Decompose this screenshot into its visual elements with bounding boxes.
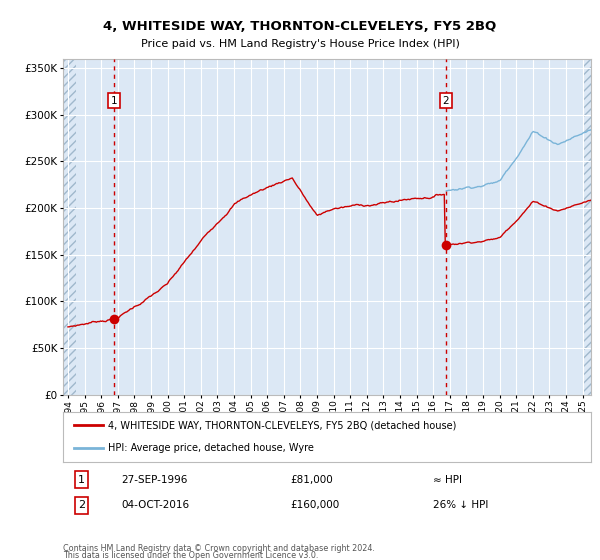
Text: 04-OCT-2016: 04-OCT-2016 bbox=[121, 501, 189, 511]
Bar bbox=[63, 59, 76, 395]
Text: 2: 2 bbox=[442, 96, 449, 106]
Text: 26% ↓ HPI: 26% ↓ HPI bbox=[433, 501, 488, 511]
Text: 1: 1 bbox=[78, 474, 85, 484]
Bar bbox=[583, 59, 591, 395]
Text: ≈ HPI: ≈ HPI bbox=[433, 474, 461, 484]
Text: £81,000: £81,000 bbox=[290, 474, 333, 484]
Text: HPI: Average price, detached house, Wyre: HPI: Average price, detached house, Wyre bbox=[108, 444, 314, 454]
Text: This data is licensed under the Open Government Licence v3.0.: This data is licensed under the Open Gov… bbox=[63, 551, 319, 560]
Text: 2: 2 bbox=[78, 501, 85, 511]
Text: 4, WHITESIDE WAY, THORNTON-CLEVELEYS, FY5 2BQ (detached house): 4, WHITESIDE WAY, THORNTON-CLEVELEYS, FY… bbox=[108, 420, 456, 430]
Text: £160,000: £160,000 bbox=[290, 501, 339, 511]
Text: 4, WHITESIDE WAY, THORNTON-CLEVELEYS, FY5 2BQ: 4, WHITESIDE WAY, THORNTON-CLEVELEYS, FY… bbox=[103, 20, 497, 32]
Text: 1: 1 bbox=[110, 96, 117, 106]
Text: 27-SEP-1996: 27-SEP-1996 bbox=[121, 474, 187, 484]
Text: Contains HM Land Registry data © Crown copyright and database right 2024.: Contains HM Land Registry data © Crown c… bbox=[63, 544, 375, 553]
Text: Price paid vs. HM Land Registry's House Price Index (HPI): Price paid vs. HM Land Registry's House … bbox=[140, 39, 460, 49]
